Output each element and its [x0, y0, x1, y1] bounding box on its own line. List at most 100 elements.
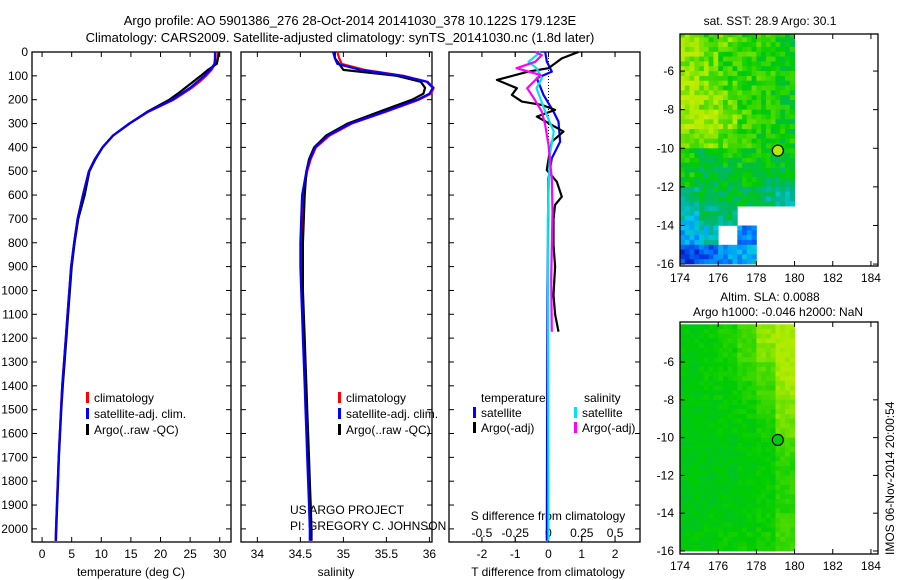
- legend-label: satellite: [582, 406, 623, 420]
- map-cell: [680, 376, 686, 382]
- map-cell: [751, 362, 757, 368]
- map-cell: [713, 409, 719, 415]
- map-cell: [699, 329, 705, 335]
- map-cell: [732, 119, 738, 125]
- map-cell: [780, 34, 786, 38]
- map-cell: [708, 220, 714, 226]
- map-cell: [694, 329, 700, 335]
- map-cell: [789, 536, 795, 542]
- map-cell: [789, 114, 795, 120]
- map-cell: [699, 239, 705, 246]
- legend-label: Argo(..raw -QC): [94, 423, 179, 437]
- map-cell: [746, 196, 752, 202]
- map-cell: [737, 432, 743, 438]
- map-cell: [689, 153, 695, 159]
- map-cell: [713, 499, 719, 505]
- map-cell: [723, 177, 729, 183]
- map-cell: [708, 254, 714, 260]
- map-cell: [751, 56, 757, 62]
- map-cell: [789, 517, 795, 523]
- map-cell: [775, 114, 781, 120]
- map-cell: [689, 503, 695, 509]
- map-cell: [737, 162, 743, 168]
- map-cell: [684, 536, 690, 542]
- map-cell: [718, 503, 724, 509]
- map-cell: [703, 239, 710, 246]
- map-cell: [780, 100, 786, 106]
- map-cell: [746, 371, 752, 377]
- map-cell: [732, 177, 738, 183]
- map-cell: [718, 409, 724, 415]
- map-cell: [713, 186, 719, 193]
- map-cell: [785, 517, 791, 523]
- map-cell: [746, 191, 752, 197]
- map-cell: [761, 157, 767, 164]
- map-cell: [761, 347, 767, 353]
- map-cell: [708, 215, 714, 221]
- map-cell: [689, 100, 695, 106]
- map-cell: [765, 527, 772, 533]
- map-cell: [746, 85, 752, 91]
- map-cell: [727, 347, 733, 353]
- map-cell: [737, 376, 743, 382]
- map-cell: [751, 395, 757, 401]
- map-cell: [727, 191, 733, 197]
- map-cell: [732, 527, 738, 533]
- map-cell: [703, 404, 710, 410]
- map-cell: [680, 324, 686, 330]
- x-tick-label: 176: [708, 271, 728, 285]
- map-cell: [708, 172, 714, 178]
- map-cell: [727, 357, 733, 363]
- map-cell: [689, 324, 695, 330]
- map-cell: [713, 484, 719, 490]
- map-cell: [723, 42, 729, 48]
- map-cell: [780, 167, 786, 173]
- map-cell: [703, 536, 710, 542]
- series-line-salinity-profile-1: [301, 52, 427, 541]
- map-cell: [680, 95, 686, 101]
- map-cell: [727, 513, 733, 519]
- map-cell: [746, 527, 752, 533]
- map-cell: [737, 182, 743, 188]
- map-cell: [708, 395, 714, 401]
- map-cell: [727, 451, 733, 457]
- map-cell: [765, 162, 772, 168]
- map-cell: [751, 225, 757, 231]
- map-cell: [780, 71, 786, 77]
- map-cell: [680, 157, 686, 164]
- map-cell: [699, 124, 705, 130]
- map-cell: [756, 100, 762, 106]
- map-cell: [765, 456, 772, 462]
- map-cell: [708, 522, 714, 528]
- map-cell: [718, 75, 724, 82]
- map-cell: [756, 451, 762, 457]
- y-tick-label: 1900: [1, 498, 28, 512]
- map-cell: [713, 56, 719, 62]
- map-cell: [732, 109, 738, 115]
- map-cell: [785, 536, 791, 542]
- map-cell: [708, 527, 714, 533]
- map-cell: [680, 366, 686, 372]
- map-cell: [756, 527, 762, 533]
- map-cell: [756, 80, 762, 86]
- map-cell: [680, 494, 686, 500]
- map-cell: [689, 329, 695, 335]
- map-cell: [723, 215, 729, 221]
- x-tick-label: 178: [746, 271, 766, 285]
- map-cell: [699, 390, 705, 396]
- map-cell: [756, 191, 762, 197]
- map-cell: [780, 182, 786, 188]
- map-cell: [694, 536, 700, 542]
- map-cell: [751, 418, 757, 424]
- map-cell: [756, 56, 762, 62]
- map-cell: [723, 527, 729, 533]
- map-cell: [785, 418, 791, 424]
- map-cell: [689, 442, 695, 448]
- y-tick-label: 1000: [1, 283, 28, 297]
- map-cell: [789, 432, 795, 438]
- map-cell: [694, 42, 700, 48]
- y-tick-label: -8: [663, 393, 674, 407]
- map-cell: [689, 475, 695, 481]
- map-cell: [713, 456, 719, 462]
- map-cell: [723, 119, 729, 125]
